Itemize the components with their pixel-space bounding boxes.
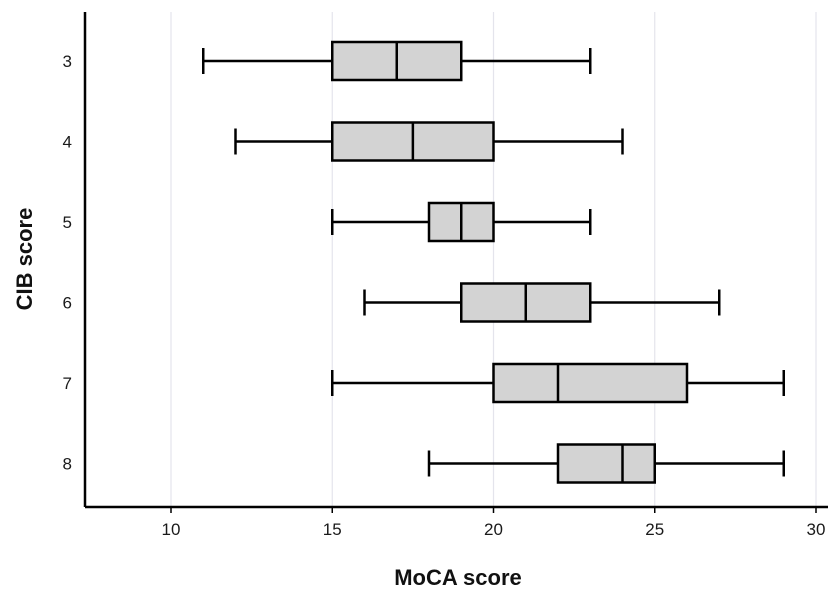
gridlines [170,12,817,507]
plot-area [202,40,785,484]
box-row-5 [331,201,592,243]
box-row-6 [363,282,721,323]
y-tick-label-5: 5 [63,213,72,232]
y-tick-label-7: 7 [63,374,72,393]
box-row-3 [202,40,592,82]
box-row-7 [331,362,785,404]
x-tick-label-30: 30 [807,520,826,539]
x-tick-label-15: 15 [323,520,342,539]
x-tick-label-20: 20 [484,520,503,539]
y-tick-label-6: 6 [63,294,72,313]
y-tick-label-3: 3 [63,52,72,71]
x-tick-label-10: 10 [162,520,181,539]
x-axis-title: MoCA score [394,565,522,589]
y-tick-label-4: 4 [63,133,72,152]
y-axis-title: CIB score [12,208,37,311]
iqr-box-8 [556,443,656,484]
box-row-8 [427,443,785,484]
axes [83,12,828,509]
iqr-box-7 [492,362,689,404]
y-tick-label-8: 8 [63,455,72,474]
x-tick-label-25: 25 [645,520,664,539]
tick-labels: 10 15 20 25 30 3 4 5 6 7 8 [63,52,826,539]
box-row-4 [234,121,624,162]
